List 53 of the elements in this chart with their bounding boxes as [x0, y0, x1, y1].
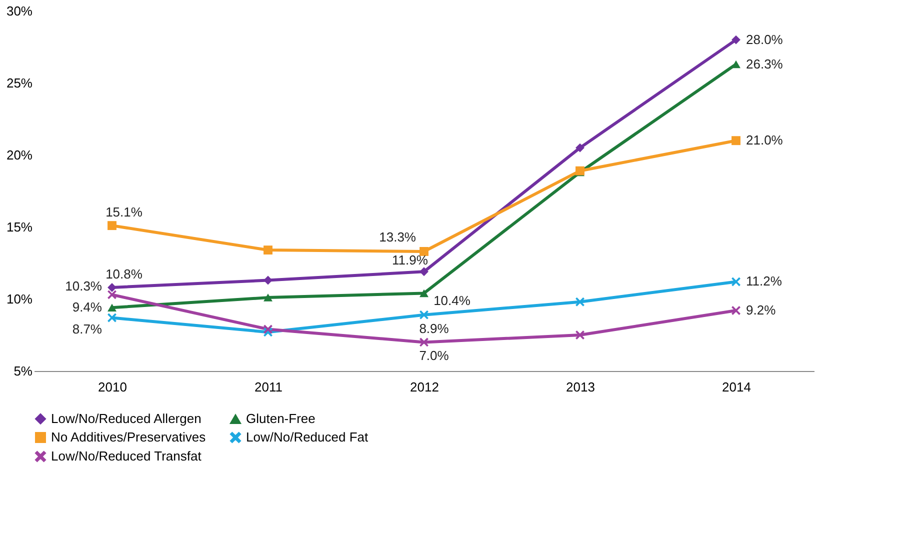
point: [576, 330, 584, 340]
legend-label: Gluten-Free: [246, 411, 316, 426]
legend-label: No Additives/Preservatives: [51, 430, 206, 444]
data-label: 28.0%: [746, 32, 784, 47]
point: [732, 60, 740, 68]
point: [264, 324, 272, 334]
data-label: 8.9%: [419, 320, 450, 336]
point: [264, 276, 272, 285]
x-tick-label: 2012: [410, 380, 439, 394]
x-tick-label: 2011: [254, 380, 282, 394]
data-label: 8.7%: [72, 322, 102, 337]
point: [732, 136, 740, 146]
point: [576, 297, 584, 306]
data-label: 10.4%: [434, 293, 471, 308]
data-label: 10.3%: [65, 278, 102, 294]
point: [108, 304, 116, 312]
y-tick-label: 5%: [14, 364, 33, 378]
legend-label: Low/No/Reduced Fat: [246, 430, 369, 444]
point: [732, 35, 740, 44]
data-label: 7.0%: [419, 348, 450, 364]
point: [420, 247, 428, 256]
point: [420, 310, 428, 320]
data-label: 10.8%: [106, 266, 143, 282]
y-tick-label: 25%: [6, 76, 33, 90]
y-tick-label: 20%: [6, 148, 33, 162]
y-tick-label: 30%: [6, 4, 33, 18]
point: [420, 338, 428, 347]
point: [420, 289, 428, 298]
x-tick-label: 2014: [722, 380, 751, 394]
y-tick-label: 10%: [6, 292, 33, 306]
data-label: 13.3%: [379, 229, 416, 244]
data-label: 11.9%: [392, 252, 428, 268]
legend-label: Low/No/Reduced Transfat: [51, 448, 202, 464]
data-label: 15.1%: [106, 204, 143, 220]
point: [108, 221, 116, 230]
legend-label: Low/No/Reduced Allergen: [51, 410, 202, 426]
point: [108, 290, 116, 300]
point: [108, 313, 116, 322]
point: [108, 283, 116, 292]
point: [420, 267, 428, 276]
point: [264, 294, 272, 302]
point: [264, 246, 272, 255]
point: [576, 143, 584, 152]
point: [732, 277, 740, 286]
data-label: 11.2%: [746, 274, 782, 289]
data-label: 9.2%: [746, 302, 776, 318]
y-tick-label: 15%: [6, 220, 33, 234]
data-label: 26.3%: [746, 56, 784, 72]
data-label: 9.4%: [72, 300, 102, 315]
x-tick-label: 2010: [98, 380, 127, 394]
point: [732, 306, 740, 315]
data-label: 21.0%: [746, 132, 784, 148]
x-tick-label: 2013: [566, 380, 595, 394]
